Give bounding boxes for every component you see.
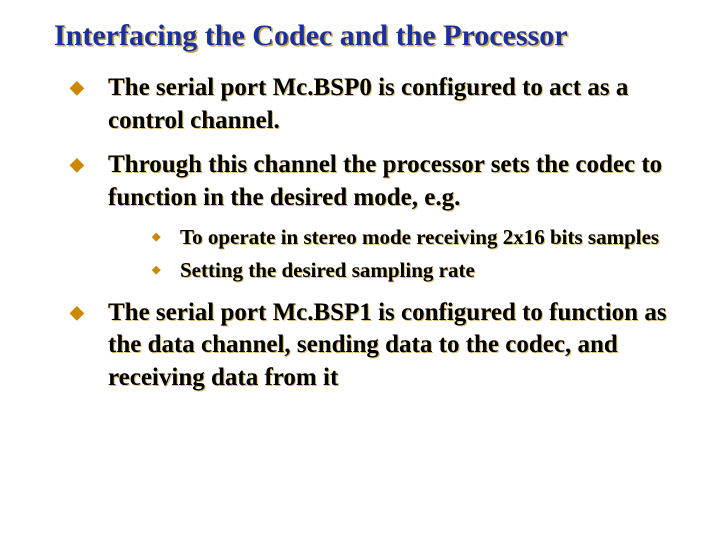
list-item: The serial port Mc.BSP1 is configured to… [70, 297, 692, 395]
bullet-text: The serial port Mc.BSP1 is configured to… [108, 299, 667, 391]
bullet-list-level1: The serial port Mc.BSP0 is configured to… [28, 72, 692, 394]
list-item: Setting the desired sampling rate [152, 257, 692, 284]
list-item: To operate in stereo mode receiving 2x16… [152, 224, 692, 251]
bullet-text: The serial port Mc.BSP0 is configured to… [108, 74, 628, 134]
bullet-list-level2: To operate in stereo mode receiving 2x16… [108, 224, 692, 285]
slide-container: Interfacing the Codec and the Processor … [0, 0, 720, 540]
list-item: The serial port Mc.BSP0 is configured to… [70, 72, 692, 137]
bullet-text: Through this channel the processor sets … [108, 151, 662, 211]
bullet-text: To operate in stereo mode receiving 2x16… [180, 225, 659, 249]
bullet-text: Setting the desired sampling rate [180, 258, 475, 282]
slide-title: Interfacing the Codec and the Processor [54, 18, 692, 54]
list-item: Through this channel the processor sets … [70, 149, 692, 285]
